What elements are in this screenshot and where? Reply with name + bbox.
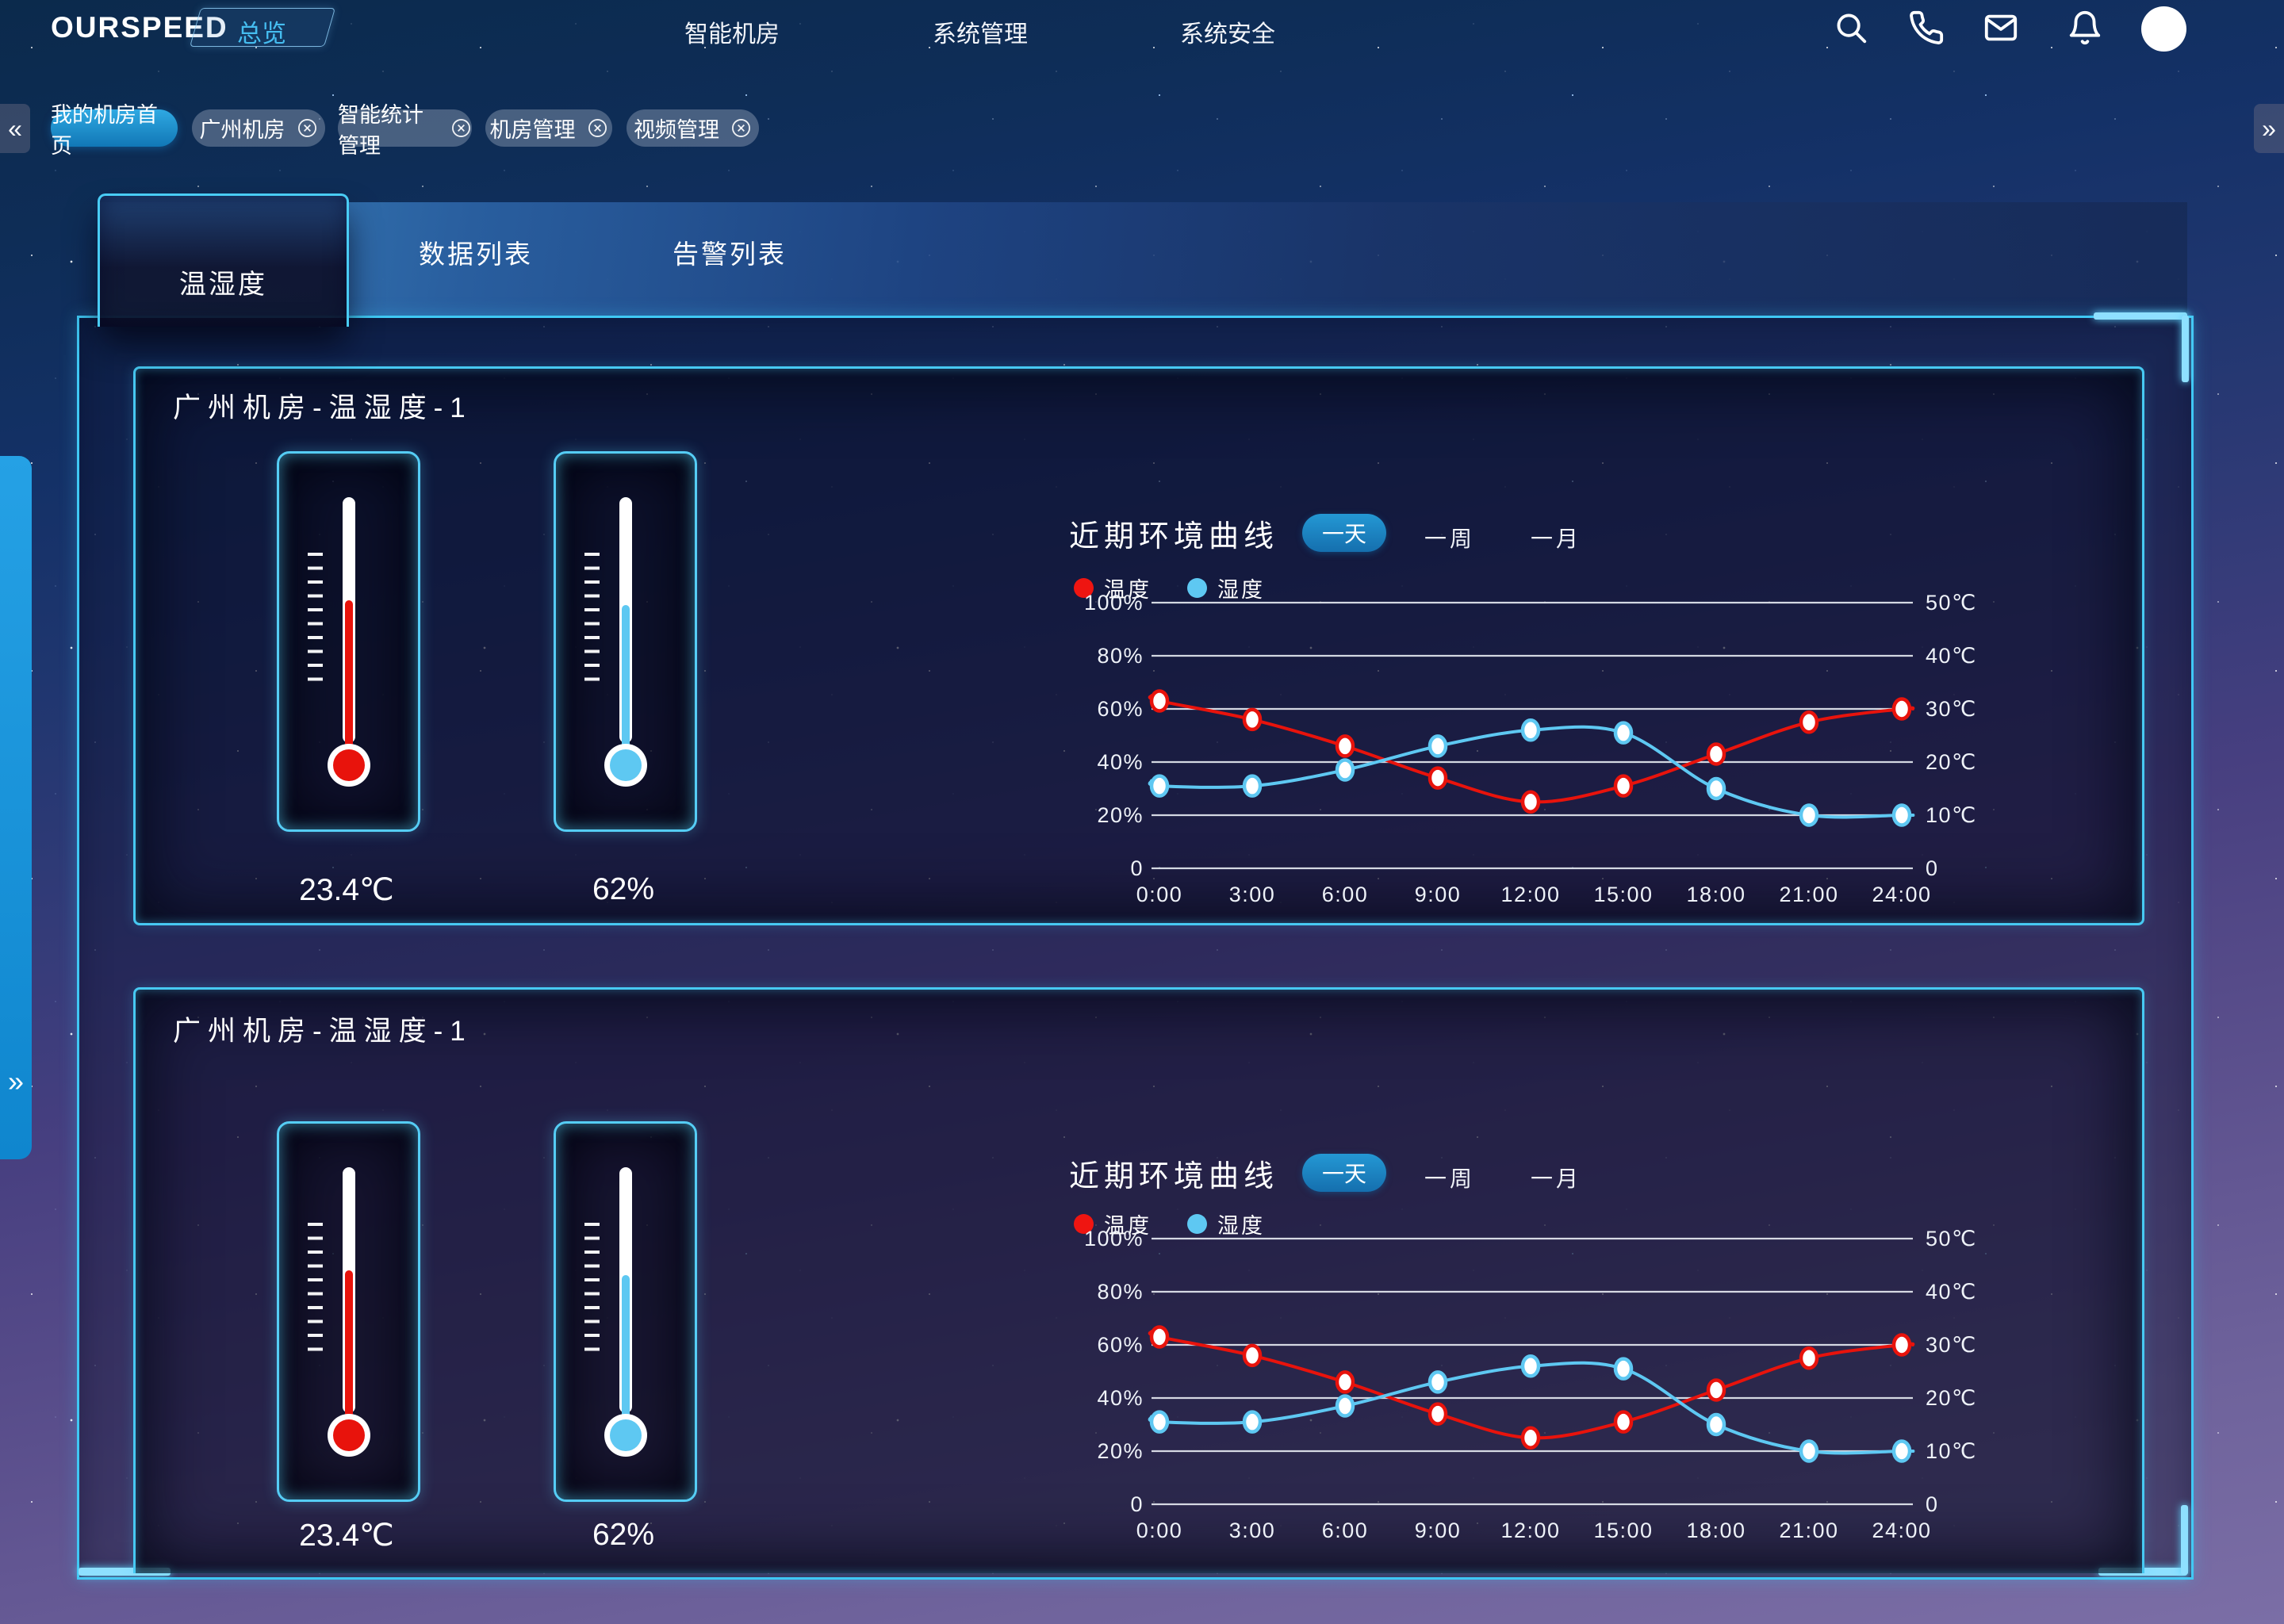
thermometer-fill	[622, 1275, 630, 1433]
tab-label: 机房管理	[489, 118, 576, 142]
app-logo: OURSPEED	[51, 11, 228, 44]
close-icon[interactable]	[730, 117, 752, 139]
thermometer-humidity	[554, 1121, 697, 1502]
humidity-value: 62%	[592, 1518, 655, 1552]
chart-title: 近期环境曲线	[1069, 520, 1279, 553]
tab-label: 智能统计管理	[338, 102, 423, 158]
range-button-month[interactable]: 一月	[1531, 1166, 1582, 1191]
legend-dot-humidity	[1187, 578, 1207, 598]
tab-data-list[interactable]: 数据列表	[419, 239, 533, 269]
tab-guangzhou-room[interactable]: 广州机房	[192, 109, 325, 147]
legend-temperature[interactable]: 温度	[1074, 573, 1152, 603]
panel-title: 广州机房-温湿度-1	[173, 393, 473, 423]
frame-accent-bottom-right-v	[2181, 1505, 2188, 1575]
tabstrip-scroll-left[interactable]: «	[0, 104, 30, 153]
tabstrip-scroll-right[interactable]: »	[2254, 104, 2284, 153]
legend-dot-humidity	[1187, 1214, 1207, 1234]
panel-guangzhou-2	[133, 987, 2144, 1573]
tab-label: 广州机房	[199, 118, 286, 142]
search-icon[interactable]	[1833, 10, 1869, 46]
close-icon[interactable]	[587, 117, 608, 139]
range-button-month[interactable]: 一月	[1531, 527, 1582, 551]
panel-title: 广州机房-温湿度-1	[173, 1016, 473, 1047]
tab-temp-humidity[interactable]: 温湿度	[98, 193, 349, 327]
legend-humidity[interactable]: 湿度	[1187, 1208, 1265, 1239]
legend-dot-temperature	[1074, 578, 1094, 598]
close-icon[interactable]	[450, 117, 472, 139]
nav-item-overview[interactable]: 总览	[237, 20, 286, 48]
tab-label: 我的机房首页	[51, 102, 158, 158]
frame-accent-top-right-v	[2182, 316, 2189, 382]
range-button-day[interactable]: 一天	[1302, 514, 1386, 552]
legend-temperature[interactable]: 温度	[1074, 1208, 1152, 1239]
thermometer-bulb	[328, 1414, 370, 1457]
nav-item-smart-room[interactable]: 智能机房	[684, 21, 780, 48]
range-button-day[interactable]: 一天	[1302, 1154, 1386, 1192]
thermometer-bulb	[604, 1414, 647, 1457]
thermometer-bulb	[328, 744, 370, 787]
mail-icon[interactable]	[1983, 10, 2019, 46]
legend-dot-temperature	[1074, 1214, 1094, 1234]
thermometer-humidity	[554, 451, 697, 832]
thermometer-fill	[345, 600, 353, 763]
thermometer-fill	[622, 605, 630, 763]
legend-humidity[interactable]: 湿度	[1187, 573, 1265, 603]
tab-room-mgmt[interactable]: 机房管理	[485, 109, 612, 147]
thermometer-scale-ticks	[308, 553, 323, 681]
close-icon[interactable]	[297, 117, 318, 139]
range-button-week[interactable]: 一周	[1424, 527, 1476, 551]
sidebar-expand-strip[interactable]: »	[0, 456, 32, 1159]
thermometer-temperature	[277, 1121, 420, 1502]
phone-icon[interactable]	[1908, 10, 1945, 46]
bell-icon[interactable]	[2067, 10, 2103, 46]
nav-item-system-security[interactable]: 系统安全	[1180, 21, 1275, 48]
content-tabbar	[98, 202, 2187, 317]
chevron-double-right-icon: »	[7, 1064, 25, 1097]
tab-my-room-home[interactable]: 我的机房首页	[51, 103, 178, 158]
temperature-value: 23.4℃	[299, 873, 394, 907]
tab-video-mgmt[interactable]: 视频管理	[627, 109, 759, 147]
tab-label: 视频管理	[634, 118, 719, 142]
thermometer-scale-ticks	[584, 553, 600, 681]
thermometer-scale-ticks	[308, 1223, 323, 1351]
frame-accent-top-right-h	[2094, 312, 2187, 320]
thermometer-fill	[345, 1270, 353, 1433]
humidity-value: 62%	[592, 872, 655, 906]
thermometer-scale-ticks	[584, 1223, 600, 1351]
thermometer-bulb	[604, 744, 647, 787]
thermometer-temperature	[277, 451, 420, 832]
panel-guangzhou-1	[133, 366, 2144, 925]
user-avatar[interactable]	[2141, 6, 2186, 52]
tab-alarm-list[interactable]: 告警列表	[673, 239, 787, 269]
nav-item-system-mgmt[interactable]: 系统管理	[933, 21, 1028, 48]
tab-smart-stats-mgmt[interactable]: 智能统计管理	[338, 103, 472, 158]
chart-title: 近期环境曲线	[1069, 1160, 1279, 1193]
frame-accent-bottom-left	[79, 1568, 171, 1576]
range-button-week[interactable]: 一周	[1424, 1166, 1476, 1191]
temperature-value: 23.4℃	[299, 1519, 394, 1553]
